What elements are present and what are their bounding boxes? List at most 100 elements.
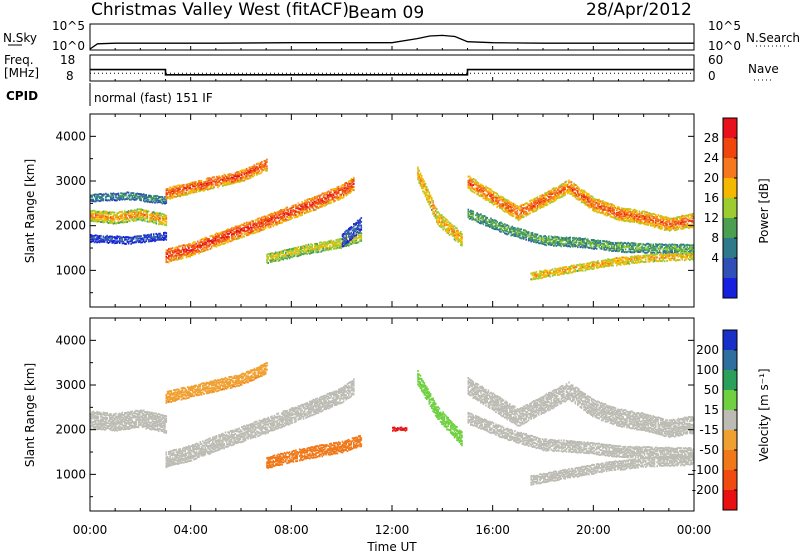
power-scatter-cell — [346, 187, 349, 190]
power-scatter-cell — [220, 242, 223, 245]
power-scatter-cell — [205, 177, 208, 180]
power-scatter-cell — [317, 206, 320, 209]
power-scatter-cell — [159, 218, 161, 221]
power-scatter-cell — [139, 239, 141, 242]
power-scatter-cell — [312, 202, 315, 205]
power-scatter-cell — [436, 216, 438, 219]
power-scatter-cell — [203, 238, 205, 241]
power-scatter-cell — [350, 243, 353, 245]
power-scatter-cell — [617, 216, 619, 219]
power-scatter-cell — [540, 238, 543, 241]
power-scatter-cell — [667, 219, 670, 222]
power-scatter-cell — [234, 172, 237, 175]
power-scatter-cell — [612, 264, 614, 267]
power-scatter-cell — [534, 207, 536, 210]
power-scatter-cell — [95, 234, 97, 237]
power-scatter-cell — [667, 227, 670, 230]
power-scatter-cell — [165, 234, 168, 237]
power-scatter-cell — [124, 214, 126, 217]
power-scatter-cell — [170, 259, 173, 262]
power-scatter-cell — [529, 234, 531, 237]
power-scatter-cell — [422, 190, 424, 193]
power-scatter-cell — [353, 235, 355, 238]
power-scatter-cell — [193, 252, 195, 255]
power-scatter-cell — [451, 224, 453, 227]
power-scatter-cell — [322, 200, 325, 203]
power-scatter-cell — [286, 250, 288, 253]
power-scatter-cell — [312, 207, 315, 210]
power-scatter-cell — [321, 245, 324, 248]
power-scatter-cell — [283, 218, 286, 221]
power-scatter-cell — [282, 250, 285, 253]
power-scatter-cell — [166, 249, 169, 252]
power-scatter-cell — [160, 213, 163, 216]
power-scatter-cell — [605, 202, 608, 204]
power-scatter-cell — [647, 218, 649, 221]
power-scatter-cell — [510, 206, 512, 208]
power-scatter-cell — [100, 237, 102, 240]
power-scatter-cell — [598, 245, 600, 248]
power-scatter-cell — [549, 199, 551, 202]
power-scatter-cell — [238, 173, 241, 175]
power-scatter-cell — [482, 186, 485, 189]
power-scatter-cell — [641, 214, 643, 217]
power-scatter-cell — [495, 192, 497, 194]
power-scatter-cell — [545, 236, 548, 239]
power-scatter-cell — [617, 214, 619, 216]
power-scatter-cell — [327, 249, 330, 252]
power-scatter-cell — [324, 197, 326, 200]
power-scatter-cell — [420, 185, 423, 188]
power-scatter-cell — [111, 217, 113, 220]
power-scatter-cell — [159, 238, 161, 241]
power-scatter-cell — [295, 204, 297, 207]
power-scatter-cell — [597, 199, 599, 202]
power-scatter-cell — [689, 219, 691, 222]
power-scatter-cell — [653, 221, 656, 224]
power-scatter-cell — [349, 226, 351, 229]
power-scatter-cell — [510, 203, 512, 206]
power-scatter-cell — [315, 249, 317, 252]
power-scatter-cell — [516, 209, 519, 212]
power-scatter-cell — [501, 208, 504, 211]
power-scatter-cell — [101, 219, 103, 222]
power-scatter-cell — [239, 179, 242, 181]
power-scatter-cell — [117, 217, 120, 220]
power-scatter-cell — [424, 195, 427, 198]
power-scatter-cell — [198, 252, 200, 255]
power-scatter-cell — [520, 216, 522, 219]
power-scatter-cell — [261, 168, 263, 171]
power-scatter-cell — [218, 176, 220, 179]
power-scatter-cell — [482, 192, 485, 195]
power-scatter-cell — [147, 210, 150, 213]
power-scatter-cell — [609, 209, 612, 212]
power-scatter-cell — [509, 231, 511, 234]
power-scatter-cell — [545, 241, 548, 244]
power-scatter-cell — [224, 178, 227, 181]
power-scatter-cell — [155, 220, 157, 223]
power-scatter-cell — [583, 240, 585, 243]
power-scatter-cell — [618, 216, 621, 219]
power-scatter-cell — [210, 246, 213, 249]
power-scatter-cell — [507, 232, 510, 235]
power-scatter-cell — [223, 242, 225, 245]
power-scatter-cell — [671, 219, 673, 222]
power-scatter-cell — [438, 219, 441, 221]
power-scatter-cell — [530, 207, 532, 210]
power-scatter-cell — [436, 215, 438, 218]
power-scatter-cell — [152, 235, 155, 238]
power-scatter-cell — [457, 235, 459, 238]
power-scatter-cell — [178, 187, 180, 190]
power-scatter-cell — [470, 187, 472, 190]
power-scatter-cell — [553, 189, 555, 192]
power-scatter-cell — [438, 221, 441, 224]
power-scatter-cell — [288, 248, 291, 251]
power-scatter-cell — [197, 188, 199, 191]
power-scatter-cell — [458, 234, 461, 237]
power-scatter-cell — [247, 233, 249, 236]
power-scatter-cell — [185, 191, 188, 194]
power-scatter-cell — [194, 253, 196, 256]
power-scatter-cell — [320, 241, 322, 244]
power-scatter-cell — [478, 184, 481, 187]
power-scatter-cell — [278, 214, 281, 216]
power-scatter-cell — [690, 225, 692, 228]
